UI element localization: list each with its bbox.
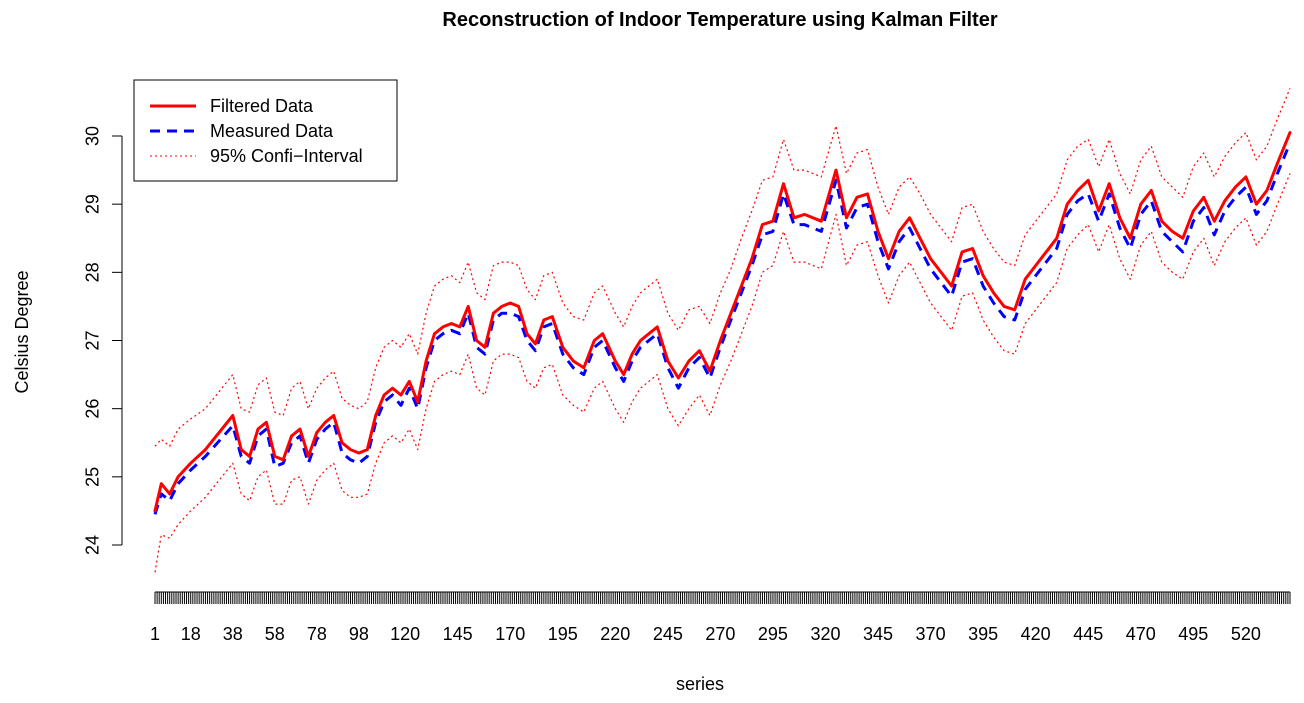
- x-tick-label: 1: [150, 624, 160, 644]
- legend-label-filtered: Filtered Data: [210, 96, 314, 116]
- legend: Filtered Data Measured Data 95% Confi−In…: [133, 79, 398, 182]
- x-tick-label: 120: [390, 624, 420, 644]
- x-tick-label: 170: [495, 624, 525, 644]
- x-tick-label: 395: [968, 624, 998, 644]
- legend-label-measured: Measured Data: [210, 121, 334, 141]
- x-tick-label: 520: [1231, 624, 1261, 644]
- x-tick-label: 470: [1126, 624, 1156, 644]
- y-tick-label: 28: [82, 262, 102, 282]
- x-tick-label: 345: [863, 624, 893, 644]
- legend-label-interval: 95% Confi−Interval: [210, 146, 363, 166]
- x-tick-label: 495: [1178, 624, 1208, 644]
- x-axis: 1 18 38 58 78 98 120 145 170 195 220 245 270 295 320 34…: [150, 591, 1291, 644]
- x-tick-label: 195: [548, 624, 578, 644]
- x-tick-label: 98: [349, 624, 369, 644]
- x-tick-label: 420: [1021, 624, 1051, 644]
- x-tick-label: 370: [916, 624, 946, 644]
- y-axis-label: Celsius Degree: [12, 270, 32, 393]
- x-tick-label: 295: [758, 624, 788, 644]
- y-axis: 24 25 26 27 28 29 30: [82, 126, 123, 555]
- x-axis-label: series: [676, 674, 724, 694]
- series-line-measured: [153, 142, 1292, 515]
- x-tick-label: 270: [705, 624, 735, 644]
- x-tick-label: 145: [443, 624, 473, 644]
- legend-box: [133, 79, 398, 182]
- x-tick-label: 220: [600, 624, 630, 644]
- x-tick-label: 445: [1073, 624, 1103, 644]
- x-tick-label: 320: [810, 624, 840, 644]
- y-tick-label: 29: [82, 194, 102, 214]
- y-tick-label: 26: [82, 399, 102, 419]
- x-tick-label: 245: [653, 624, 683, 644]
- y-tick-label: 24: [82, 535, 102, 555]
- x-tick-label: 78: [307, 624, 327, 644]
- y-tick-label: 30: [82, 126, 102, 146]
- y-tick-label: 25: [82, 467, 102, 487]
- y-tick-label: 27: [82, 330, 102, 350]
- series-layer: [153, 88, 1292, 573]
- series-line-filtered: [153, 131, 1292, 513]
- x-ticks: [154, 592, 1291, 604]
- series-line-lower-interval: [154, 173, 1291, 573]
- x-tick-label: 38: [223, 624, 243, 644]
- x-tick-label: 18: [181, 624, 201, 644]
- x-tick-label: 58: [265, 624, 285, 644]
- chart-title: Reconstruction of Indoor Temperature usi…: [442, 9, 997, 31]
